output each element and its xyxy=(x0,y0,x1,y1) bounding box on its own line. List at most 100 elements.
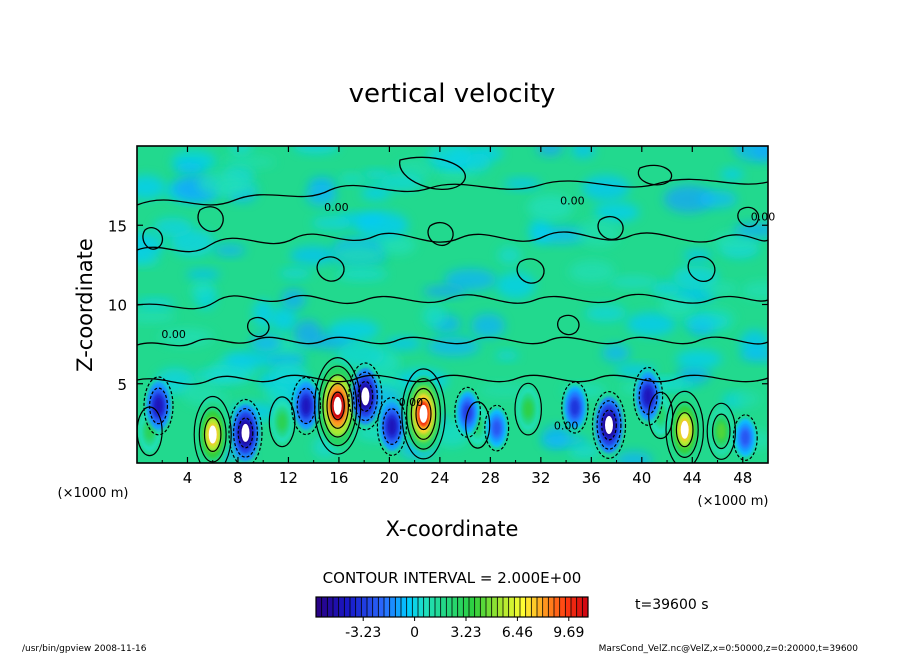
colorbar-step xyxy=(412,597,419,617)
x-axis: 4 8 12 16 20 24 28 32 36 40 44 48 xyxy=(161,146,752,487)
colorbar-step xyxy=(571,597,578,617)
downdraft-contour xyxy=(296,387,316,425)
field-blob xyxy=(444,268,497,291)
updraft-contour xyxy=(675,412,694,448)
field-blob xyxy=(675,349,723,369)
colorbar-step xyxy=(395,597,402,617)
contour-label: 0.00 xyxy=(560,195,585,208)
downdraft-contour xyxy=(561,381,589,434)
downdraft-cell xyxy=(735,418,756,457)
colorbar-step xyxy=(576,597,583,617)
field-blob xyxy=(732,391,761,407)
field-blob xyxy=(289,246,337,265)
colorbar-step xyxy=(435,597,442,617)
contour-label: 0.00 xyxy=(399,396,424,409)
field-blob xyxy=(733,146,768,162)
downdraft-contour xyxy=(732,414,758,462)
field-blob xyxy=(601,343,630,362)
updraft-level xyxy=(717,423,726,440)
updraft-contour xyxy=(706,402,737,460)
updraft-contour xyxy=(465,401,491,449)
x-tick-label: 36 xyxy=(582,469,601,487)
colorbar-step xyxy=(582,597,589,617)
downdraft-contour xyxy=(143,376,174,436)
downdraft-core xyxy=(361,387,370,406)
field-blob xyxy=(355,211,409,239)
y-axis: 5 10 15 xyxy=(108,217,768,394)
field-blob xyxy=(741,281,768,300)
field-blob xyxy=(229,146,253,155)
colorbar-step xyxy=(384,597,391,617)
field-blob xyxy=(609,276,657,288)
downdraft-contour xyxy=(237,417,254,449)
field-blob xyxy=(190,281,214,299)
colorbar-step xyxy=(548,597,555,617)
colorbar-step xyxy=(316,597,323,617)
field-blob xyxy=(528,218,552,244)
updraft-level xyxy=(278,414,286,430)
contour-label: 0.00 xyxy=(554,420,579,433)
updraft-contour xyxy=(415,397,432,431)
colorbar-step xyxy=(565,597,572,617)
field-blob xyxy=(379,173,423,192)
colorbar-tick-label: 9.69 xyxy=(553,625,584,641)
colorbar-step xyxy=(389,597,396,617)
x-tick-label: 32 xyxy=(531,469,550,487)
downdraft-contour xyxy=(233,408,259,458)
colorbar-step xyxy=(497,597,504,617)
field-blob xyxy=(213,244,246,257)
downdraft-level xyxy=(571,400,579,415)
x-tick-label: 4 xyxy=(183,469,193,487)
colorbar-step xyxy=(321,597,328,617)
y-tick-label: 5 xyxy=(117,376,127,394)
colorbar-step xyxy=(457,597,464,617)
updraft-level xyxy=(657,408,665,423)
field-blob xyxy=(660,296,695,317)
x-tick-label: 44 xyxy=(683,469,702,487)
y-axis-label: Z-coordinate xyxy=(73,238,97,372)
updraft-contour xyxy=(193,395,232,463)
downdraft-contour xyxy=(454,386,482,438)
updraft-cell xyxy=(405,376,442,452)
downdraft-level xyxy=(301,397,311,415)
field-blob xyxy=(423,285,466,298)
colorbar-tick-label: 0 xyxy=(410,625,419,641)
colorbar-step xyxy=(350,597,357,617)
cell-contours xyxy=(137,357,758,463)
contour-labels: 0.00 0.00 0.00 0.00 0.00 0.00 xyxy=(161,195,775,433)
colorbar-step xyxy=(463,597,470,617)
x-tick-label: 8 xyxy=(233,469,243,487)
updraft-contour xyxy=(648,391,674,440)
downdraft-contour xyxy=(638,378,658,415)
colorbar-ticks: -3.23 0 3.23 6.46 9.69 xyxy=(345,617,584,641)
colorbar-step xyxy=(344,597,351,617)
x-tick-label: 16 xyxy=(329,469,348,487)
field-blob xyxy=(663,185,714,213)
field-blob xyxy=(293,319,322,347)
x-tick-label: 28 xyxy=(481,469,500,487)
downdraft-level xyxy=(643,387,653,405)
field-blob xyxy=(495,350,519,361)
colorbar-step xyxy=(327,597,334,617)
updraft-cell xyxy=(517,387,540,431)
y-tick-label: 10 xyxy=(108,297,127,315)
field-blob xyxy=(338,173,365,185)
updraft-level xyxy=(145,424,154,439)
updraft-core xyxy=(333,396,342,415)
field-blob xyxy=(568,260,616,284)
x-tick-label: 48 xyxy=(733,469,752,487)
field-blob xyxy=(223,351,272,368)
colorbar-step xyxy=(418,597,425,617)
field-blob xyxy=(615,451,653,463)
downdraft-contour xyxy=(348,362,383,431)
colorbar-step xyxy=(486,597,493,617)
field-blob xyxy=(584,304,627,322)
field-blob xyxy=(496,272,536,299)
colorbar-step xyxy=(333,597,340,617)
colorbar-step xyxy=(429,597,436,617)
downdraft-level xyxy=(154,397,163,415)
downdraft-level xyxy=(741,430,749,445)
field-blob xyxy=(673,265,719,290)
footer-right: MarsCond_VelZ.nc@VelZ,x=0:50000,z=0:2000… xyxy=(599,644,859,654)
